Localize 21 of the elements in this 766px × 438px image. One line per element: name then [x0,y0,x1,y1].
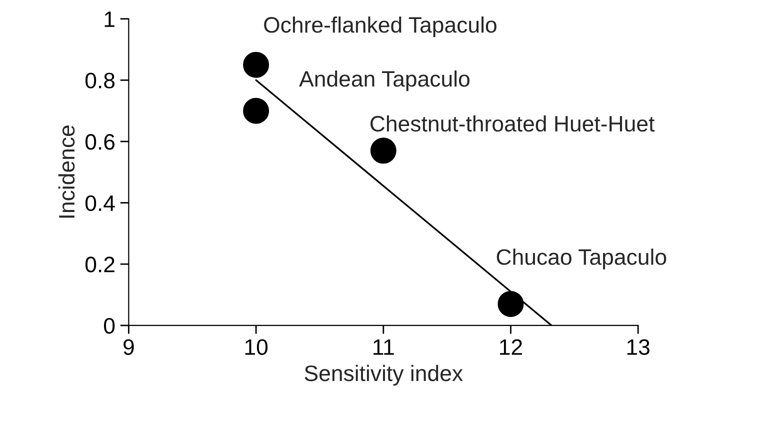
annotation: Ochre-flanked Tapaculo [264,16,496,38]
y-axis-title: Incidence [58,126,75,218]
point [243,98,270,124]
x-tick-label: 10 [245,339,268,355]
y-tick-label: 0 [104,318,115,334]
y-tick-label: 0.8 [85,72,115,88]
point [370,138,396,164]
y-tick-label: 0.6 [85,134,115,150]
y-tick-label: 0.4 [85,195,115,212]
x-tick-label: 9 [124,339,134,355]
x-tick-label: 11 [374,339,394,355]
annotation: Andean Tapaculo [299,70,470,92]
x-tick-label: 13 [627,339,650,355]
annotation: Chucao Tapaculo [496,248,666,270]
x-axis-title: Sensitivity index [304,364,463,386]
y-tick-label: 1 [104,12,114,27]
y-tick-label: 0.2 [85,256,114,272]
point [243,52,270,78]
annotation: Chestnut-throated Huet-Huet [370,115,655,132]
x-tick-label: 12 [500,339,522,355]
point [498,290,524,317]
